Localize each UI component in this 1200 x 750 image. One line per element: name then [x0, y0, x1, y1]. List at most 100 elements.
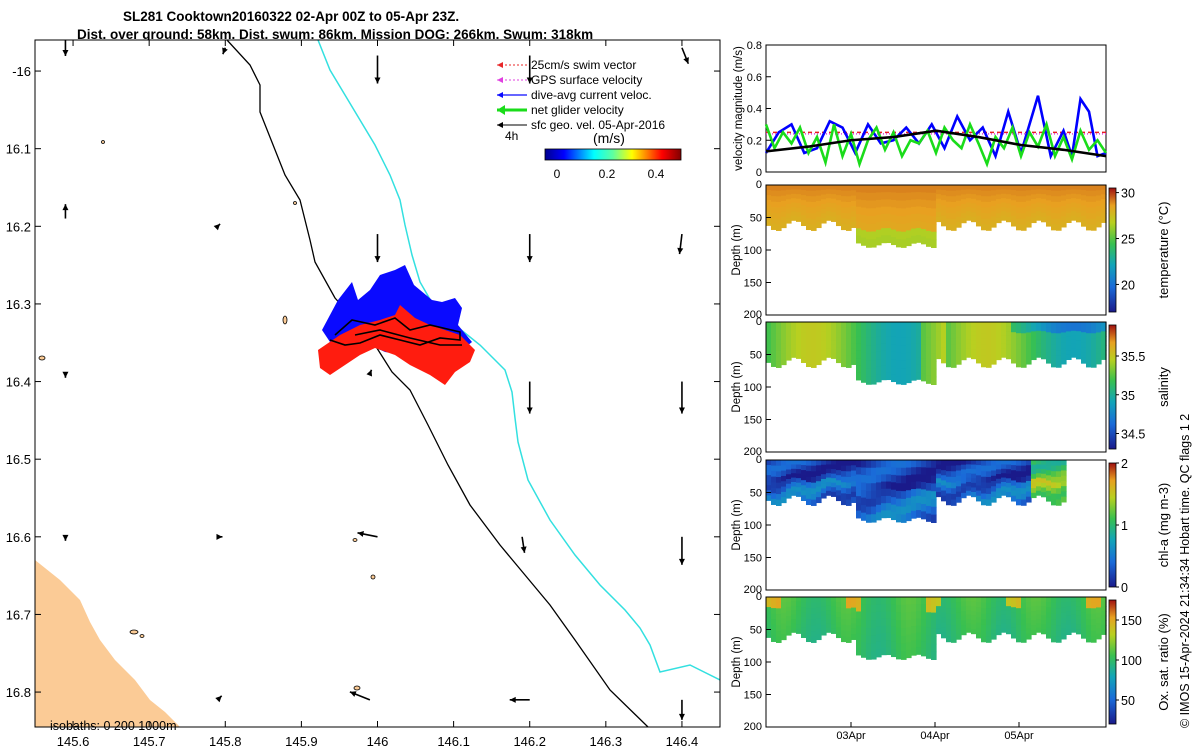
- colorbar-tick-label: 34.5: [1121, 428, 1145, 442]
- section-colorbar: [1108, 187, 1117, 313]
- velocity-y-tick-label: 0.4: [747, 104, 762, 116]
- current-arrow: [678, 381, 685, 414]
- velocity-y-tick-label: 0: [756, 167, 762, 179]
- current-arrow: [213, 223, 221, 231]
- current-arrow: [215, 695, 223, 703]
- map-x-tick-label: 145.8: [209, 734, 242, 749]
- chart-title-line-1: SL281 Cooktown20160322 02-Apr 00Z to 05-…: [123, 9, 460, 24]
- current-arrow: [520, 536, 527, 553]
- legend-time-label: 4h: [505, 129, 518, 143]
- velocity-series-line: [765, 129, 1107, 158]
- depth-tick-label: 0: [756, 591, 762, 603]
- depth-tick-label: 0: [756, 454, 762, 466]
- legend-entry-geo: sfc geo. vel. 05-Apr-2016: [497, 118, 665, 132]
- legend-label-net: net glider velocity: [531, 103, 624, 117]
- legend-label-gps: GPS surface velocity: [531, 73, 642, 87]
- colorbar-tick-label: 25: [1121, 233, 1135, 247]
- depth-tick-label: 100: [744, 657, 762, 669]
- colorbar-tick-label: 150: [1121, 614, 1142, 628]
- current-arrow: [374, 234, 381, 263]
- current-arrow: [509, 696, 530, 703]
- depth-tick-label: 200: [744, 584, 762, 596]
- section-panel-chl: 0 50 100 150 200 Depth (m) 2 1 0 chl-a (mg m-3): [731, 454, 1171, 596]
- depth-tick-label: 100: [744, 382, 762, 394]
- colorbar-tick-label: 2: [1121, 457, 1128, 471]
- legend-entry-net: net glider velocity: [497, 103, 624, 117]
- depth-tick-label: 50: [750, 488, 762, 500]
- map-axes: 145.6 145.7 145.8 145.9 146 146.1 146.2 146.3 14…: [6, 40, 720, 749]
- map-y-tick-label: 16.5: [6, 452, 31, 467]
- swim-vectors-red: [318, 305, 475, 385]
- map-y-tick-label: 16.7: [6, 607, 31, 622]
- reef-features: [38, 140, 376, 691]
- map-x-tick-label: 145.9: [285, 734, 318, 749]
- depth-tick-label: 200: [744, 446, 762, 458]
- velocity-y-tick-label: 0.2: [747, 135, 762, 147]
- colorbar-tick-label: 100: [1121, 654, 1142, 668]
- depth-tick-label: 0: [756, 316, 762, 328]
- colorbar-tick-label: 50: [1121, 694, 1135, 708]
- current-arrow: [349, 691, 371, 701]
- current-arrow: [216, 533, 223, 540]
- colorbar-label: temperature (°C): [1156, 202, 1171, 299]
- section-colorbar: [1108, 324, 1117, 450]
- coastline-land: [35, 560, 180, 727]
- legend-entry-dive: dive-avg current veloc.: [497, 88, 652, 102]
- colorbar-tick: 0: [554, 167, 561, 181]
- map-y-tick-label: 16.3: [6, 297, 31, 312]
- map-x-tick-label: 146.3: [590, 734, 623, 749]
- depth-tick-label: 50: [750, 625, 762, 637]
- legend-label-geo: sfc geo. vel. 05-Apr-2016: [531, 118, 665, 132]
- depth-tick-label: 100: [744, 520, 762, 532]
- depth-axis-label: Depth (m): [731, 361, 743, 412]
- depth-axis-label: Depth (m): [731, 636, 743, 687]
- legend-label-swim: 25cm/s swim vector: [531, 58, 636, 72]
- isobath-200m: [226, 40, 649, 727]
- legend-entry-swim: 25cm/s swim vector: [497, 58, 636, 72]
- map-y-tick-label: 16.2: [6, 219, 31, 234]
- map-y-tick-label: 16.8: [6, 685, 31, 700]
- section-colorbar: [1108, 599, 1117, 725]
- depth-tick-label: 50: [750, 213, 762, 225]
- colorbar-tick-label: 30: [1121, 187, 1135, 201]
- depth-tick-label: 200: [744, 721, 762, 733]
- depth-tick-label: 150: [744, 690, 762, 702]
- colorbar-label: salinity: [1156, 367, 1171, 407]
- depth-axis-label: Depth (m): [731, 499, 743, 550]
- map-y-tick-label: 16.6: [6, 530, 31, 545]
- time-tick-label: 05Apr: [1004, 730, 1034, 742]
- depth-tick-label: 0: [756, 179, 762, 191]
- current-arrow: [678, 536, 685, 565]
- depth-axis-label: Depth (m): [731, 224, 743, 275]
- colorbar-tick: 0.4: [648, 167, 665, 181]
- section-colorbar: [1108, 462, 1117, 588]
- map-x-tick-label: 145.6: [57, 734, 90, 749]
- map-y-tick-label: -16: [12, 64, 31, 79]
- velocity-y-tick-label: 0.6: [747, 72, 762, 84]
- time-tick-label: 04Apr: [920, 730, 950, 742]
- colorbar-tick: 0.2: [599, 167, 616, 181]
- speed-colorbar: [544, 148, 682, 161]
- track-outline: [329, 317, 462, 346]
- depth-tick-label: 50: [750, 350, 762, 362]
- velocity-y-tick-label: 0.8: [747, 40, 762, 52]
- current-arrow: [62, 40, 69, 56]
- colorbar-tick-label: 1: [1121, 519, 1128, 533]
- current-arrow: [526, 234, 533, 263]
- colorbar-tick-label: 20: [1121, 278, 1135, 292]
- map-y-tick-label: 16.4: [6, 375, 31, 390]
- current-arrow: [374, 55, 381, 84]
- map-x-tick-label: 146.1: [437, 734, 470, 749]
- map-x-tick-label: 146: [367, 734, 389, 749]
- velocity-series-line: [764, 120, 1108, 169]
- time-tick-label: 03Apr: [836, 730, 866, 742]
- current-arrows: [62, 40, 690, 720]
- map-legend: 25cm/s swim vector GPS surface velocity …: [497, 58, 682, 181]
- map-panel: 145.6 145.7 145.8 145.9 146 146.1 146.2 146.3 14…: [6, 39, 721, 749]
- current-arrow: [62, 204, 69, 219]
- map-x-tick-label: 146.4: [666, 734, 699, 749]
- section-panel-sal: 0 50 100 150 200 Depth (m) 35.5 35 34.5 salinity: [731, 316, 1171, 458]
- copyright-note: © IMOS 15-Apr-2024 21:34:34 Hobart time.…: [1178, 413, 1192, 728]
